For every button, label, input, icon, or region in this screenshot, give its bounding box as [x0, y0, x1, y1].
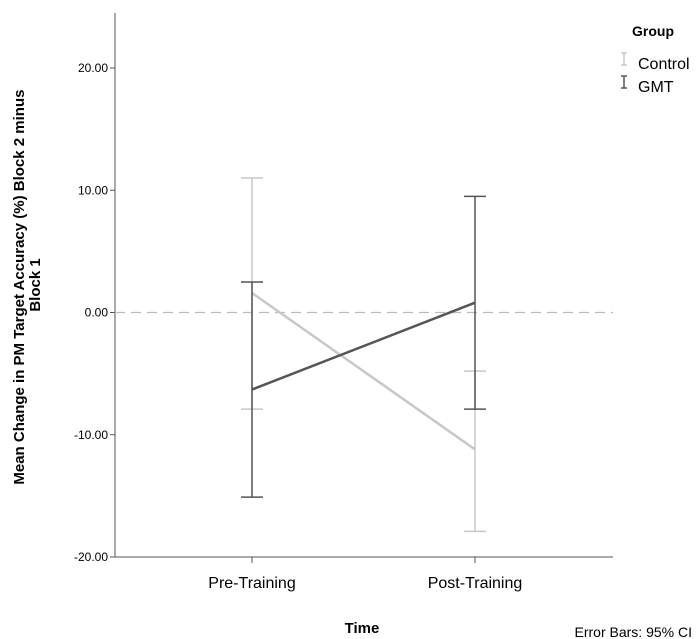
series-line-control — [251, 291, 476, 451]
legend-swatch-gmt — [621, 75, 627, 89]
y-tick-label: 10.00 — [78, 183, 108, 197]
legend-title: Group — [632, 23, 674, 39]
series-line-gmt — [251, 301, 476, 391]
y-tick-label: -20.00 — [74, 550, 108, 564]
legend-item-control: Control — [621, 52, 690, 73]
legend-item-gmt: GMT — [621, 75, 674, 96]
error-bar-gmt — [464, 195, 486, 410]
y-tick-label: 20.00 — [78, 61, 108, 75]
series-gmt — [241, 195, 486, 498]
x-axis-title: Time — [345, 620, 380, 637]
y-axis-title-line-1: Mean Change in PM Target Accuracy (%) Bl… — [11, 90, 28, 485]
x-tick-label: Pre-Training — [208, 575, 295, 592]
legend-label-control: Control — [638, 56, 690, 73]
error-bars-footnote: Error Bars: 95% CI — [575, 624, 692, 639]
error-bar-gmt — [241, 281, 263, 498]
x-tick-label: Post-Training — [428, 575, 523, 592]
y-axis-ticks: 20.00 10.00 0.00 -10.00 -20.00 — [74, 61, 115, 564]
legend-swatch-control — [621, 52, 627, 66]
legend-label-gmt: GMT — [638, 79, 674, 96]
y-tick-label: -10.00 — [74, 428, 108, 442]
series-control — [241, 177, 486, 533]
y-axis-title-line-2: Block 1 — [27, 258, 44, 311]
series-layer — [241, 177, 486, 533]
x-axis-ticks: Pre-Training Post-Training — [208, 557, 522, 592]
legend: Group Control GMT — [621, 23, 690, 96]
y-axis-title: Mean Change in PM Target Accuracy (%) Bl… — [11, 85, 44, 484]
y-tick-label: 0.00 — [85, 306, 109, 320]
